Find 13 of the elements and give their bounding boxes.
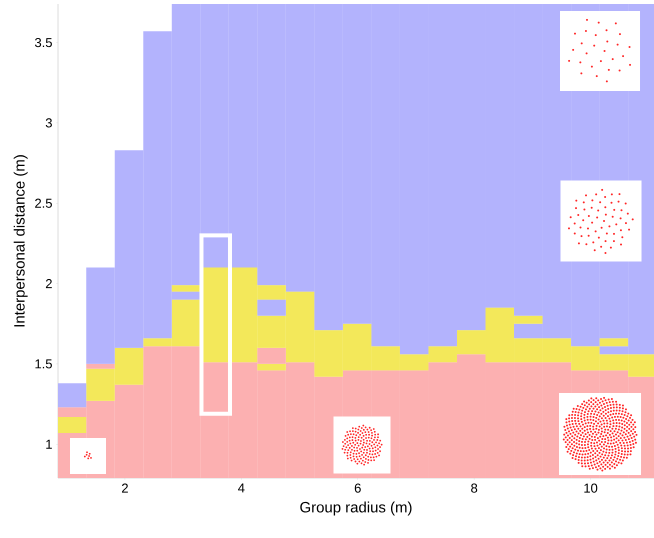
y-tick-label: 2 — [46, 279, 52, 288]
x-axis-title: Group radius (m) — [300, 502, 412, 516]
y-tick-label: 2.5 — [35, 198, 52, 208]
x-tick-label: 10 — [584, 484, 598, 493]
y-axis-title: Interpersonal distance (m) — [14, 155, 28, 326]
y-tick-label: 3 — [46, 118, 52, 128]
x-tick-label: 4 — [238, 484, 245, 492]
x-tick-label: 6 — [354, 484, 361, 493]
y-tick-label: 1.5 — [35, 359, 52, 368]
y-tick-label: 1 — [46, 440, 52, 449]
x-tick-label: 8 — [471, 484, 478, 493]
y-tick-label: 3.5 — [34, 38, 52, 48]
x-tick-label: 2 — [122, 484, 128, 493]
